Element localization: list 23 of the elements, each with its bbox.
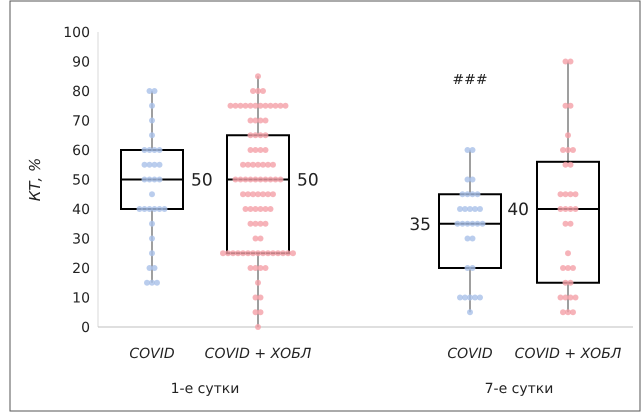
y-tick-label: 40 xyxy=(72,202,90,218)
x-tick-label: COVID xyxy=(129,346,175,362)
y-tick-label: 60 xyxy=(72,143,90,159)
x-tick-label: COVID + ХОБЛ xyxy=(204,346,312,362)
y-tick-label: 80 xyxy=(72,84,90,100)
y-tick-label: 10 xyxy=(72,290,90,306)
text: 50 xyxy=(297,170,319,190)
text: 40 xyxy=(507,200,529,220)
text: 50 xyxy=(191,170,213,190)
y-tick-label: 90 xyxy=(72,54,90,70)
text: 35 xyxy=(409,214,431,235)
y-tick-label: 30 xyxy=(72,232,90,248)
y-tick-label: 100 xyxy=(63,25,90,41)
y-tick-label: 50 xyxy=(72,172,90,188)
x-axis-title: 7-е сутки xyxy=(484,381,554,397)
x-tick-label: COVID xyxy=(447,346,493,362)
x-axis-title: 1-е сутки xyxy=(170,381,240,397)
x-tick-label: COVID + ХОБЛ xyxy=(514,346,622,362)
annotation: ### xyxy=(452,72,488,88)
y-tick-label: 70 xyxy=(72,114,90,130)
y-tick-label: 0 xyxy=(81,320,90,336)
y-axis-title: КТ, % xyxy=(26,158,44,202)
y-tick-label: 20 xyxy=(72,261,90,277)
